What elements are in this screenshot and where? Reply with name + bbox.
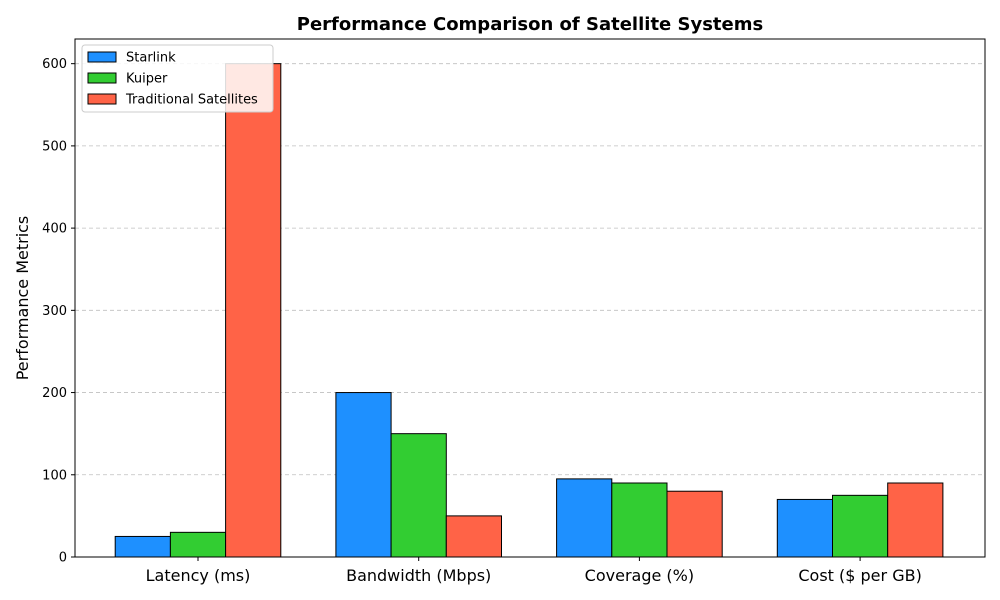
y-tick-label: 200	[42, 386, 67, 401]
x-tick-label: Coverage (%)	[585, 566, 694, 585]
legend-label: Kuiper	[126, 72, 168, 87]
bar-traditional-satellites	[225, 63, 282, 558]
grid-lines	[75, 63, 985, 476]
y-tick-label: 600	[42, 57, 67, 72]
x-tick-label: Latency (ms)	[146, 566, 251, 585]
bar-traditional-satellites	[445, 515, 502, 558]
y-axis-ticks: 0 100 200 300 400 500 600	[42, 57, 75, 566]
bar-kuiper	[390, 433, 447, 558]
bar-traditional-satellites	[666, 490, 723, 558]
bar-starlink	[556, 478, 613, 558]
x-axis-ticks: Latency (ms) Bandwidth (Mbps) Coverage (%)…	[146, 557, 922, 585]
bar-traditional-satellites	[887, 482, 944, 558]
x-tick-label: Cost ($ per GB)	[798, 566, 921, 585]
y-tick-label: 100	[42, 468, 67, 483]
bar-starlink	[776, 498, 833, 558]
legend-swatch	[87, 72, 117, 84]
bar-kuiper	[832, 494, 889, 558]
y-tick-label: 500	[42, 139, 67, 154]
legend-label: Starlink	[126, 51, 176, 66]
bars	[114, 63, 944, 558]
legend-label: Traditional Satellites	[125, 93, 258, 108]
y-tick-label: 0	[59, 551, 67, 566]
x-tick-label: Bandwidth (Mbps)	[346, 566, 491, 585]
bar-kuiper	[169, 531, 227, 558]
legend: Starlink Kuiper Traditional Satellites	[81, 44, 274, 113]
chart-title: Performance Comparison of Satellite Syst…	[297, 14, 763, 35]
legend-swatch	[87, 93, 117, 105]
plot-area-frame	[74, 38, 986, 558]
bar-starlink	[335, 392, 392, 558]
bar-kuiper	[611, 482, 668, 558]
legend-swatch	[87, 51, 117, 63]
y-tick-label: 400	[42, 222, 67, 237]
y-axis-label: Performance Metrics	[13, 216, 32, 381]
bar-starlink	[114, 535, 171, 558]
y-tick-label: 300	[42, 304, 67, 319]
legend-box	[81, 44, 274, 113]
